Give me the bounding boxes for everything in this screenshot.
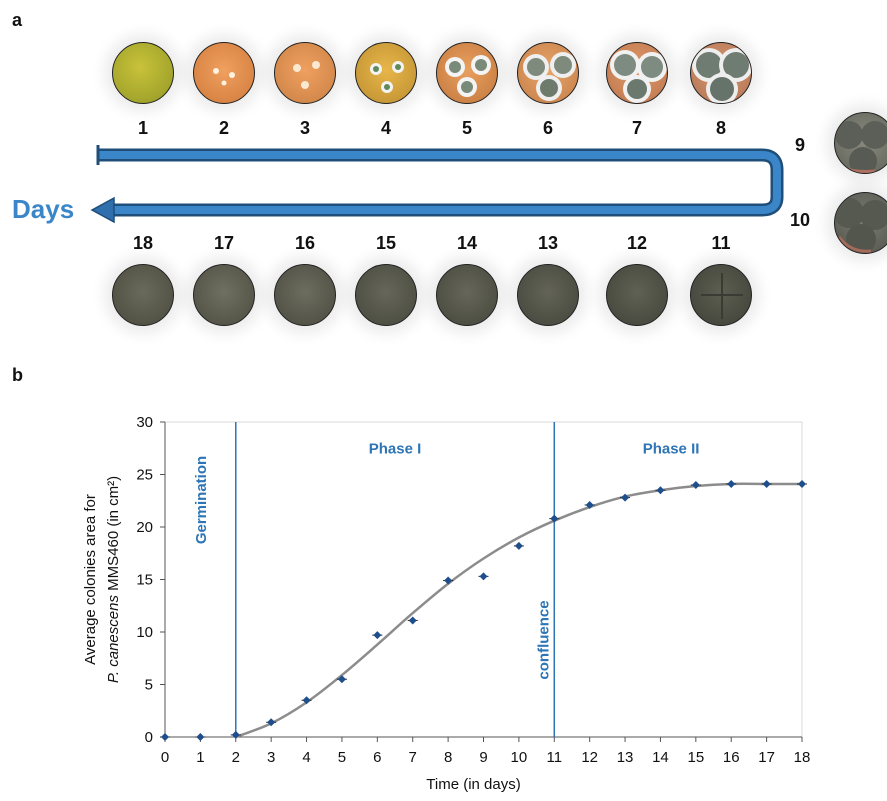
fit-curve	[235, 482, 802, 739]
day-number: 2	[218, 118, 229, 138]
data-point	[408, 616, 417, 625]
day-number: 9	[794, 135, 805, 155]
germination-label: Germination	[193, 456, 210, 544]
petri-dish-day-17	[193, 264, 255, 326]
day-number: 17	[213, 233, 235, 253]
x-tick-label: 8	[444, 749, 452, 766]
days-arrow	[90, 145, 784, 224]
data-point	[267, 718, 276, 727]
panel-b-label: b	[12, 365, 23, 385]
petri-dish-day-18	[112, 264, 174, 326]
y-tick-label: 5	[145, 677, 153, 694]
data-point	[585, 500, 594, 509]
data-point	[196, 733, 205, 741]
data-point	[337, 675, 346, 684]
x-tick-label: 13	[617, 749, 634, 766]
data-point	[550, 514, 559, 523]
petri-dish-day-7	[606, 42, 668, 104]
day-number: 5	[461, 118, 472, 138]
panel-a-label: a	[12, 10, 23, 30]
day-number: 15	[375, 233, 397, 253]
x-tick-label: 4	[302, 749, 310, 766]
data-point	[444, 576, 453, 585]
petri-dish-day-10	[834, 192, 887, 254]
day-number: 1	[137, 118, 148, 138]
petri-dish-day-11	[690, 264, 752, 326]
data-point	[762, 479, 771, 488]
day-number: 14	[456, 233, 478, 253]
phase-label: Phase II	[643, 441, 700, 458]
day-number: 11	[711, 233, 731, 253]
y-tick-label: 10	[136, 624, 153, 641]
x-tick-label: 14	[652, 749, 669, 766]
day-number: 18	[132, 233, 154, 253]
y-axis-label: Average colonies area for	[82, 494, 99, 665]
petri-dish-day-15	[355, 264, 417, 326]
data-point	[621, 493, 630, 502]
petri-dish-day-2	[193, 42, 255, 104]
petri-dish-day-3	[274, 42, 336, 104]
petri-dish-day-5	[436, 42, 498, 104]
petri-dish-day-13	[517, 264, 579, 326]
confluence-label: confluence	[535, 600, 552, 679]
x-tick-label: 10	[511, 749, 528, 766]
day-number: 10	[789, 210, 811, 230]
x-tick-label: 1	[196, 749, 204, 766]
petri-dish-day-4	[355, 42, 417, 104]
y-axis-label-line2: P. canescens MMS460 (in cm²)	[105, 476, 122, 683]
x-tick-label: 7	[409, 749, 417, 766]
days-label: Days	[12, 194, 75, 224]
x-tick-label: 15	[687, 749, 704, 766]
data-point	[727, 479, 736, 488]
day-number: 16	[294, 233, 316, 253]
petri-dish-day-6	[517, 42, 579, 104]
y-tick-label: 0	[145, 729, 153, 746]
data-point	[231, 730, 240, 739]
x-tick-label: 3	[267, 749, 275, 766]
data-point	[514, 541, 523, 550]
x-tick-label: 12	[581, 749, 598, 766]
y-tick-label: 15	[136, 572, 153, 589]
x-tick-label: 16	[723, 749, 740, 766]
x-tick-label: 6	[373, 749, 381, 766]
x-tick-label: 0	[161, 749, 169, 766]
x-tick-label: 18	[794, 749, 811, 766]
day-number: 3	[299, 118, 310, 138]
data-point	[302, 696, 311, 705]
y-tick-label: 20	[136, 519, 153, 536]
day-number: 4	[380, 118, 391, 138]
petri-dish-day-14	[436, 264, 498, 326]
phase-label: Phase I	[369, 441, 422, 458]
petri-dish-day-9	[834, 112, 887, 174]
petri-dish-day-12	[606, 264, 668, 326]
day-number: 8	[715, 118, 726, 138]
day-number: 13	[537, 233, 559, 253]
data-point	[479, 572, 488, 581]
data-point	[373, 631, 382, 640]
x-tick-label: 11	[546, 749, 562, 766]
y-tick-label: 30	[136, 414, 153, 431]
day-number: 7	[631, 118, 642, 138]
data-point	[691, 481, 700, 489]
petri-dish-day-1	[112, 42, 174, 104]
day-number: 6	[542, 118, 553, 138]
x-tick-label: 2	[232, 749, 240, 766]
x-axis-label: Time (in days)	[426, 776, 520, 793]
data-point	[656, 486, 665, 495]
x-tick-label: 9	[479, 749, 487, 766]
y-tick-label: 25	[136, 467, 153, 484]
x-tick-label: 17	[758, 749, 775, 766]
petri-dish-day-8	[690, 42, 752, 104]
petri-dish-day-16	[274, 264, 336, 326]
data-point	[798, 479, 806, 488]
day-number: 12	[626, 233, 648, 253]
data-point	[161, 733, 169, 741]
x-tick-label: 5	[338, 749, 346, 766]
